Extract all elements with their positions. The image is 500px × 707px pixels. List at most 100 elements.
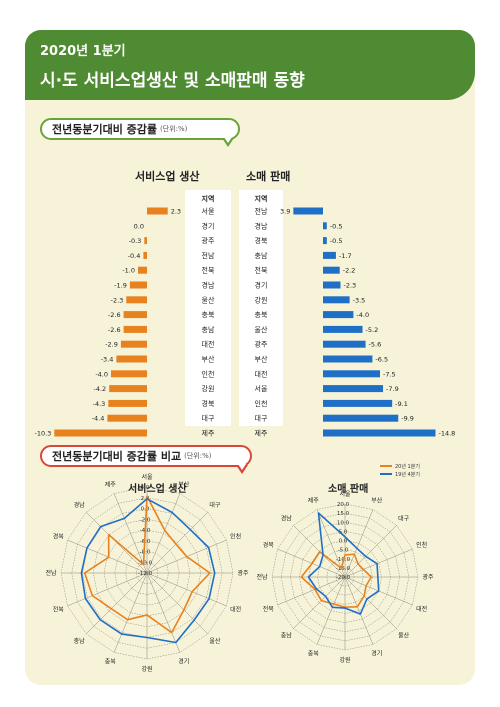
retail-radar-axis-label: 전남 <box>256 573 268 581</box>
section1-title: 전년동분기대비 증감률 <box>52 123 158 136</box>
retail-value-label: -3.5 <box>353 296 366 304</box>
retail-bar <box>323 355 373 363</box>
retail-radar-spoke <box>293 525 346 578</box>
retail-bar <box>323 385 384 393</box>
callout-tail-inner <box>238 464 246 470</box>
retail-value-label: 3.9 <box>280 208 290 216</box>
retail-radar-tick-label: 0.0 <box>339 539 348 545</box>
service-value-label: 2.3 <box>171 208 181 216</box>
header-subtitle: 2020년 1분기 <box>40 44 126 59</box>
service-bar <box>129 281 147 289</box>
retail-radar-axis-label: 충북 <box>308 650 320 658</box>
retail-radar-gridline <box>317 549 373 605</box>
service-radar-axis-label: 울산 <box>209 637 221 645</box>
service-radar-tick-label: 4.0 <box>141 485 150 491</box>
service-value-label: -0.3 <box>129 237 142 245</box>
service-region-label: 서울 <box>202 207 215 216</box>
service-region-label: 충북 <box>202 310 215 319</box>
service-radar-spoke <box>86 512 148 574</box>
radar-title-service: 서비스업 생산 <box>128 484 187 495</box>
service-radar-spoke <box>86 572 148 634</box>
retail-region-label: 충북 <box>255 310 268 319</box>
service-region-label: 제주 <box>202 430 215 438</box>
service-region-label: 부산 <box>202 355 215 364</box>
service-value-label: -3.4 <box>101 356 114 364</box>
service-radar-axis-label: 대전 <box>230 606 241 614</box>
retail-radar-axis-label: 강원 <box>339 656 350 664</box>
retail-region-label: 충남 <box>255 251 268 260</box>
service-bar <box>126 296 147 304</box>
retail-bar <box>323 237 327 245</box>
retail-region-label: 제주 <box>255 430 268 438</box>
service-radar-axis-label: 충북 <box>105 658 117 666</box>
service-region-label: 강원 <box>202 384 215 393</box>
service-bar <box>116 355 147 363</box>
retail-radar-spoke <box>277 548 346 578</box>
service-value-label: -10.3 <box>34 430 51 438</box>
service-value-label: -4.4 <box>92 415 105 423</box>
retail-radar-axis-label: 충남 <box>281 632 293 640</box>
service-radar-spoke <box>146 572 181 653</box>
retail-radar-tick-label: 10.0 <box>337 520 350 526</box>
section1-title-callout: 전년동분기대비 증감률 (단위:%) <box>40 118 240 147</box>
service-bar <box>109 385 147 393</box>
service-region-label: 대전 <box>202 340 215 349</box>
region-header: 지역 <box>255 194 268 203</box>
retail-radar-tick-label: 20.0 <box>337 502 350 508</box>
header-banner: 2020년 1분기 시·도 서비스업생산 및 소매판매 동향 <box>25 30 475 100</box>
service-radar-axis-label: 부산 <box>178 480 190 488</box>
service-value-label: 0.0 <box>134 222 144 230</box>
retail-radar-axis-label: 인천 <box>416 541 427 549</box>
service-value-label: -1.9 <box>114 282 127 290</box>
bar-chart-title-service: 서비스업 생산 <box>135 170 200 183</box>
service-bar <box>111 370 147 378</box>
retail-region-label: 대구 <box>255 415 268 423</box>
callout-tail-inner <box>224 137 232 143</box>
retail-radar-axis-label: 전북 <box>263 605 275 613</box>
retail-bar <box>323 311 354 319</box>
retail-radar-spoke <box>316 576 346 645</box>
service-region-label: 충남 <box>202 325 215 334</box>
retail-bar <box>323 370 380 378</box>
retail-radar-axis-label: 서울 <box>339 490 351 498</box>
legend-swatch <box>380 465 392 467</box>
retail-value-label: -1.7 <box>339 252 352 260</box>
retail-radar-spoke <box>344 576 397 629</box>
service-value-label: -4.3 <box>93 400 106 408</box>
retail-value-label: -2.2 <box>343 267 356 275</box>
retail-radar-series-19q4 <box>307 512 380 615</box>
service-value-label: -1.0 <box>122 267 135 275</box>
service-radar-tick-label: -12.0 <box>138 571 153 577</box>
service-radar-tick-label: -10.0 <box>138 560 153 566</box>
bar-chart-title-retail: 소매 판매 <box>246 170 291 183</box>
region-column-bg <box>239 190 283 426</box>
retail-value-label: -2.3 <box>343 282 356 290</box>
legend-item-20q1: 20년 1분기 <box>380 462 420 470</box>
retail-radar-spoke <box>344 509 374 578</box>
service-radar-series-19q4 <box>80 498 216 644</box>
service-radar-tick-label: -8.0 <box>140 550 151 556</box>
service-radar-axis-label: 전남 <box>45 569 57 577</box>
service-value-label: -2.6 <box>108 311 121 319</box>
legend-item-19q4: 19년 4분기 <box>380 470 420 478</box>
retail-radar-tick-label: -15.0 <box>336 566 351 572</box>
retail-bar <box>323 296 350 304</box>
service-region-label: 인천 <box>202 369 215 378</box>
service-value-label: -2.3 <box>111 296 124 304</box>
service-value-label: -2.6 <box>108 326 121 334</box>
service-radar-axis-label: 전북 <box>53 606 65 614</box>
service-bar <box>107 414 147 422</box>
service-radar-axis-label: 경북 <box>53 533 65 540</box>
retail-region-label: 전북 <box>255 266 268 275</box>
region-header: 지역 <box>202 194 215 203</box>
service-radar-gridline <box>125 551 169 595</box>
legend-label: 19년 4분기 <box>395 471 420 478</box>
service-radar-axis-label: 광주 <box>237 570 249 577</box>
retail-region-label: 강원 <box>255 295 268 304</box>
service-radar-axis-label: 경남 <box>74 501 86 509</box>
service-radar-tick-label: 2.0 <box>141 496 150 502</box>
section1-unit: (단위:%) <box>160 125 188 133</box>
retail-radar-axis-label: 울산 <box>398 632 410 640</box>
retail-region-label: 전남 <box>255 207 268 216</box>
